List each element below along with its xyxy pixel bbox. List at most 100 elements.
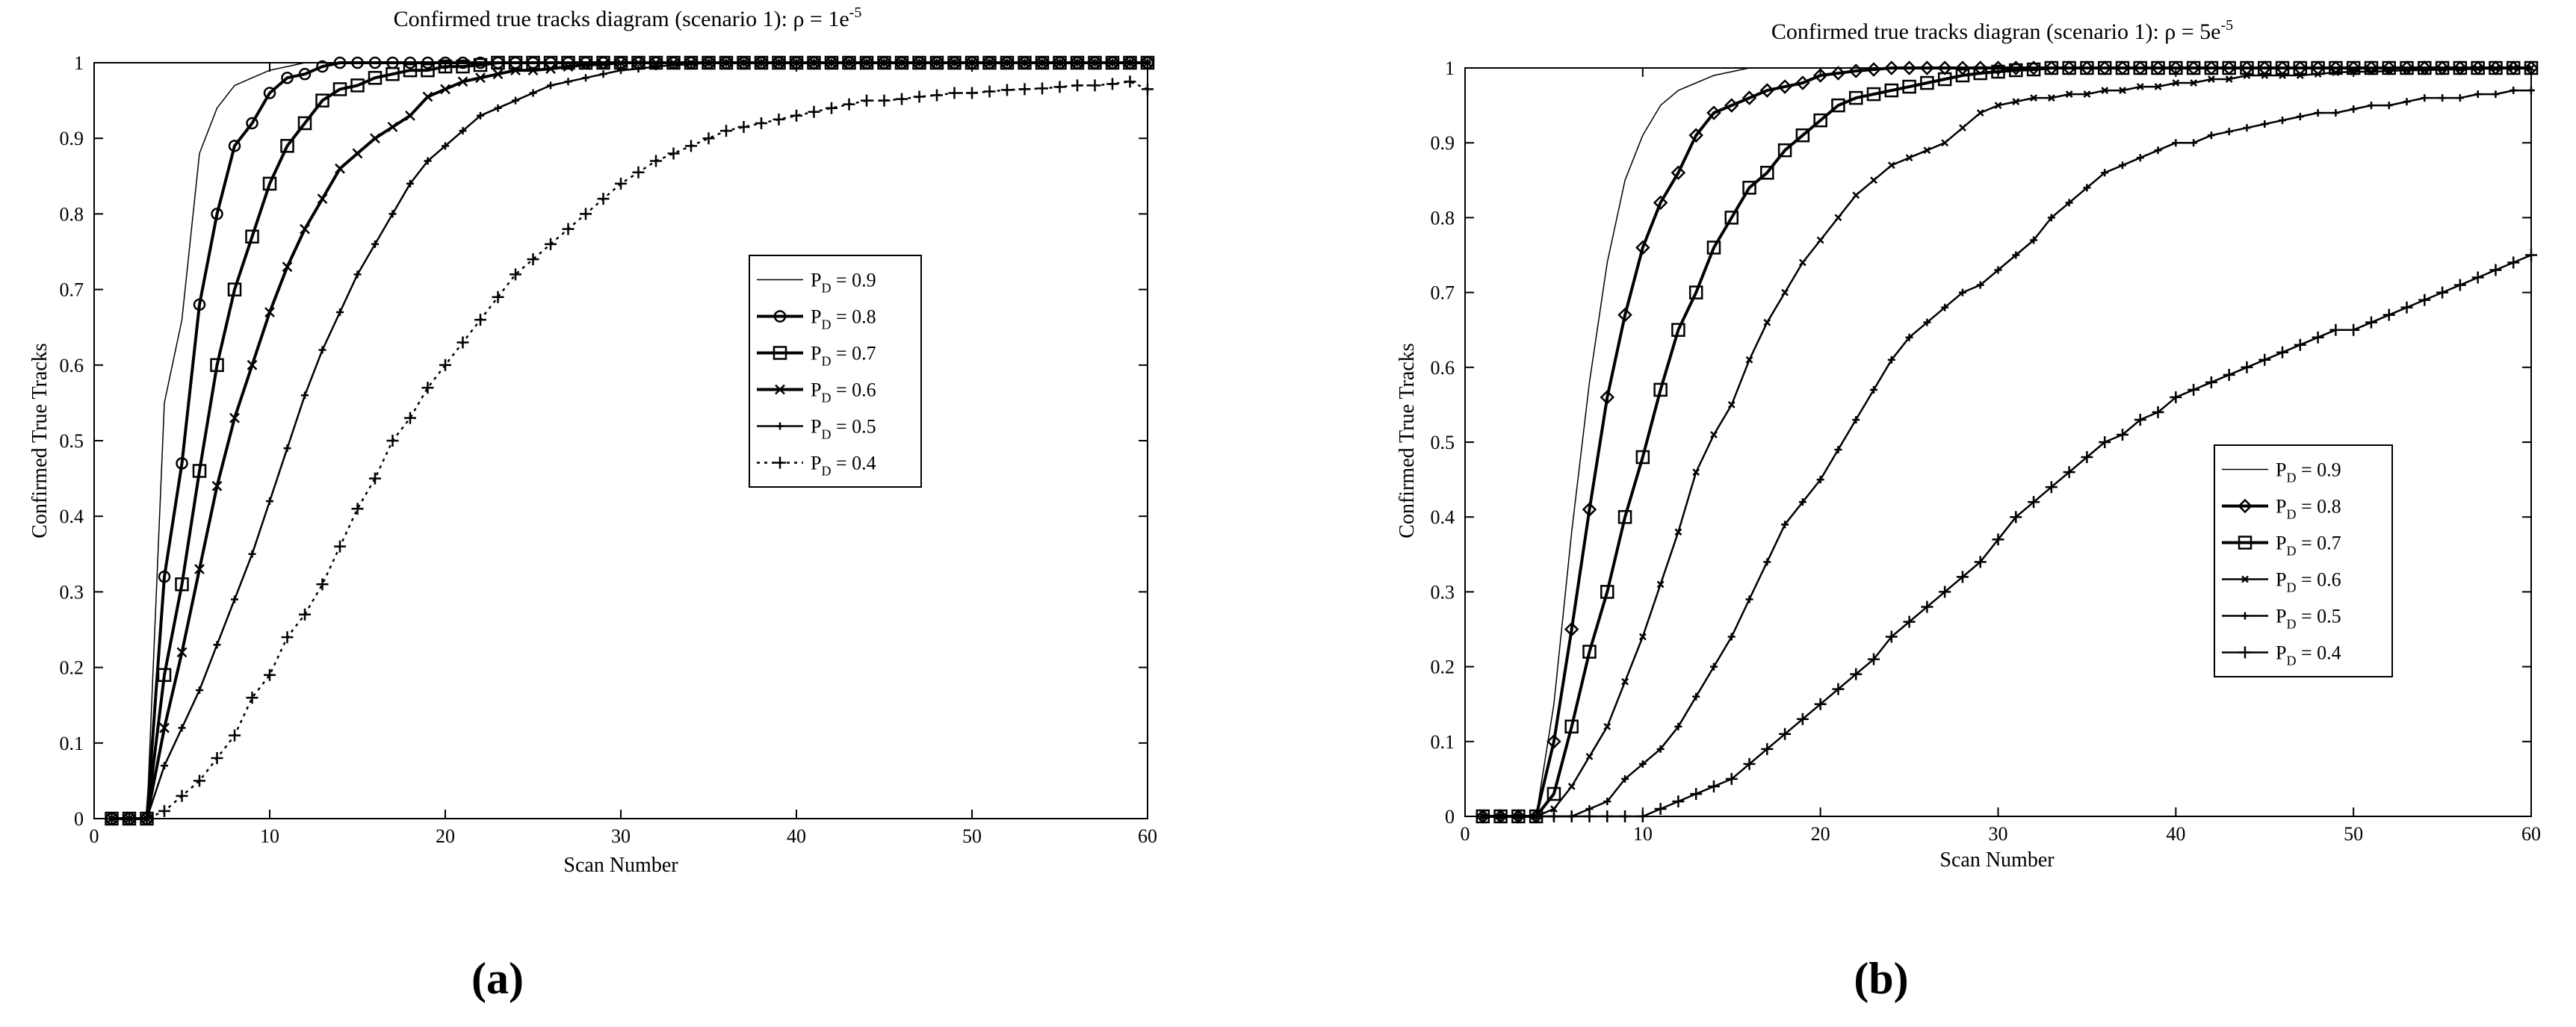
data-point <box>1923 146 1931 155</box>
panel-a-y-axis-label: Confirmed True Tracks <box>28 343 52 538</box>
legend-entry: PD = 0.6 <box>2222 569 2341 595</box>
data-point <box>1976 109 1984 117</box>
data-point <box>2474 65 2482 72</box>
data-point <box>2243 124 2251 132</box>
data-point <box>1674 722 1682 730</box>
data-point <box>386 435 399 447</box>
data-point <box>775 59 783 66</box>
series-5 <box>105 75 1154 825</box>
y-tick-label: 0.1 <box>60 733 84 754</box>
data-point <box>404 412 416 424</box>
data-point <box>1636 810 1649 822</box>
legend-entry: PD = 0.8 <box>757 306 876 332</box>
legend-label: PD = 0.4 <box>811 453 876 479</box>
data-point <box>2083 184 2091 192</box>
data-point <box>1848 90 1863 105</box>
data-point <box>2026 60 2041 75</box>
data-point <box>1109 59 1116 66</box>
data-point <box>442 142 449 150</box>
data-point <box>616 58 626 68</box>
legend-marker <box>773 346 787 360</box>
data-point <box>1018 83 1031 96</box>
data-point <box>1759 83 1775 98</box>
data-point <box>722 59 730 66</box>
panel-b-title: Confirmed true tracks diagran (scenario … <box>1771 17 2233 44</box>
data-point <box>281 631 294 644</box>
panel-a-x-axis: 0 10 20 30 40 50 60 <box>90 63 1157 847</box>
data-point <box>318 346 326 354</box>
data-point <box>1777 143 1792 158</box>
data-point <box>687 60 695 69</box>
y-tick-label: 0.1 <box>1431 731 1455 753</box>
data-point <box>1071 79 1083 92</box>
legend-marker <box>2238 498 2253 514</box>
data-point <box>1923 318 1931 326</box>
data-point <box>2243 72 2251 79</box>
data-point <box>2009 63 2023 78</box>
data-point <box>896 93 908 105</box>
data-point <box>863 59 870 66</box>
data-point <box>1903 615 1916 628</box>
data-point <box>1601 810 1614 822</box>
data-point <box>1674 528 1682 536</box>
data-point <box>440 84 451 95</box>
data-point <box>317 193 328 205</box>
data-point <box>508 55 523 70</box>
data-point <box>1905 333 1913 341</box>
data-point <box>1600 585 1614 599</box>
data-point <box>1814 698 1827 710</box>
data-point <box>617 66 625 75</box>
data-point <box>773 113 785 125</box>
data-point <box>526 55 540 70</box>
data-point <box>2205 376 2217 388</box>
data-point <box>702 132 715 145</box>
data-point <box>352 148 363 159</box>
data-point <box>2364 60 2379 75</box>
data-point <box>283 444 291 453</box>
data-point <box>2101 87 2109 94</box>
data-point <box>1476 810 1489 822</box>
data-point <box>2436 286 2449 299</box>
x-tick-label: 0 <box>1461 823 1470 845</box>
data-point <box>371 240 379 248</box>
y-tick-label: 1 <box>1445 58 1455 79</box>
data-point <box>615 177 627 190</box>
data-point <box>2188 383 2200 396</box>
data-point <box>2279 117 2287 125</box>
y-tick-label: 0.2 <box>1431 657 1455 678</box>
series-4 <box>1479 87 2535 820</box>
series-line <box>1482 254 2532 818</box>
data-point <box>1994 266 2002 274</box>
data-point <box>492 69 504 80</box>
data-point <box>2099 436 2111 448</box>
data-point <box>334 540 346 553</box>
data-point <box>1743 757 1756 770</box>
panel-b-legend: PD = 0.9 PD = 0.8 PD = 0.7 PD = 0.6 PD = 0.5… <box>2214 444 2393 677</box>
data-point <box>266 497 273 505</box>
data-point <box>1831 98 1845 113</box>
y-tick-label: 0.2 <box>60 657 84 679</box>
data-point <box>1852 415 1860 423</box>
panel-a-legend: PD = 0.9 PD = 0.8 PD = 0.7 PD = 0.6 PD = 0.5… <box>749 255 922 488</box>
data-point <box>370 133 380 144</box>
data-point <box>1866 87 1881 102</box>
data-point <box>492 291 504 303</box>
data-point <box>913 90 926 103</box>
data-point <box>983 85 996 98</box>
data-point <box>545 63 556 74</box>
data-point <box>421 63 435 78</box>
data-point <box>1724 98 1739 113</box>
data-point <box>405 110 415 121</box>
data-point <box>2101 169 2109 177</box>
data-point <box>1921 601 1933 613</box>
data-point <box>2456 66 2464 73</box>
data-point <box>2507 256 2520 269</box>
data-point <box>968 59 976 66</box>
data-point <box>578 55 593 70</box>
data-point <box>1816 236 1824 244</box>
data-point <box>335 163 345 174</box>
data-point <box>159 722 170 733</box>
data-point <box>1850 668 1863 680</box>
data-point <box>2456 94 2464 102</box>
data-point <box>1653 195 1668 211</box>
